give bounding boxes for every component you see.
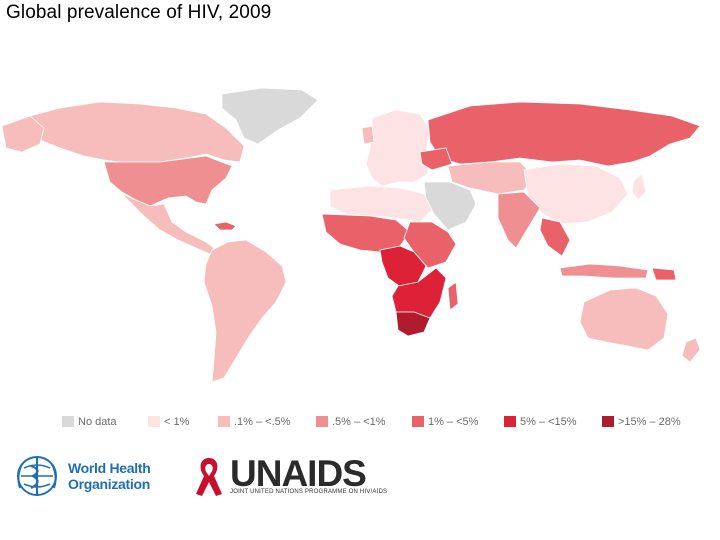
region-caribbean: [213, 221, 237, 231]
region-east-africa: [403, 221, 457, 269]
legend-swatch: [316, 416, 328, 427]
region-usa: [103, 155, 233, 207]
red-ribbon-icon: [196, 458, 222, 496]
region-greenland: [221, 87, 319, 145]
region-ukraine: [419, 147, 453, 171]
region-japan: [631, 173, 647, 201]
legend-label: .1% – <.5%: [234, 416, 291, 428]
world-map: [1, 87, 701, 383]
region-canada: [7, 101, 245, 163]
legend-label: >15% – 28%: [618, 416, 681, 428]
region-india: [497, 191, 541, 249]
unaids-tagline: JOINT UNITED NATIONS PROGRAMME ON HIV/AI…: [230, 489, 388, 495]
region-new-zealand: [681, 337, 701, 363]
legend-label: < 1%: [164, 416, 190, 428]
legend-label: 1% – <5%: [428, 416, 479, 428]
unaids-logo: UNAIDS JOINT UNITED NATIONS PROGRAMME ON…: [190, 452, 440, 502]
who-line2: Organization: [68, 476, 150, 492]
region-indonesia: [559, 263, 649, 279]
legend-swatch: [148, 416, 160, 427]
region-australia: [579, 287, 669, 351]
region-central-asia: [447, 161, 535, 195]
legend-swatch: [602, 416, 614, 427]
who-logo: World Health Organization: [12, 452, 162, 502]
legend-label: 5% – <15%: [520, 416, 577, 428]
region-png: [651, 267, 677, 281]
unaids-wordmark: UNAIDS: [230, 453, 367, 494]
legend-swatch: [504, 416, 516, 427]
who-emblem-icon: [17, 456, 57, 496]
region-china: [523, 163, 629, 225]
who-line1: World Health: [68, 460, 151, 476]
region-europe: [365, 109, 431, 187]
legend-label: .5% – <1%: [332, 416, 386, 428]
region-russia: [427, 101, 701, 167]
region-south-africa: [395, 311, 431, 337]
region-madagascar: [447, 281, 459, 311]
legend-label: No data: [78, 416, 117, 428]
legend-swatch: [62, 416, 74, 427]
map-title: Global prevalence of HIV, 2009: [6, 2, 272, 23]
legend-swatch: [218, 416, 230, 427]
region-alaska: [1, 115, 45, 153]
who-wordmark: World Health Organization: [68, 460, 151, 492]
region-south-america: [203, 239, 287, 383]
region-se-asia: [539, 217, 571, 257]
legend-swatch: [412, 416, 424, 427]
region-uk: [361, 125, 375, 145]
